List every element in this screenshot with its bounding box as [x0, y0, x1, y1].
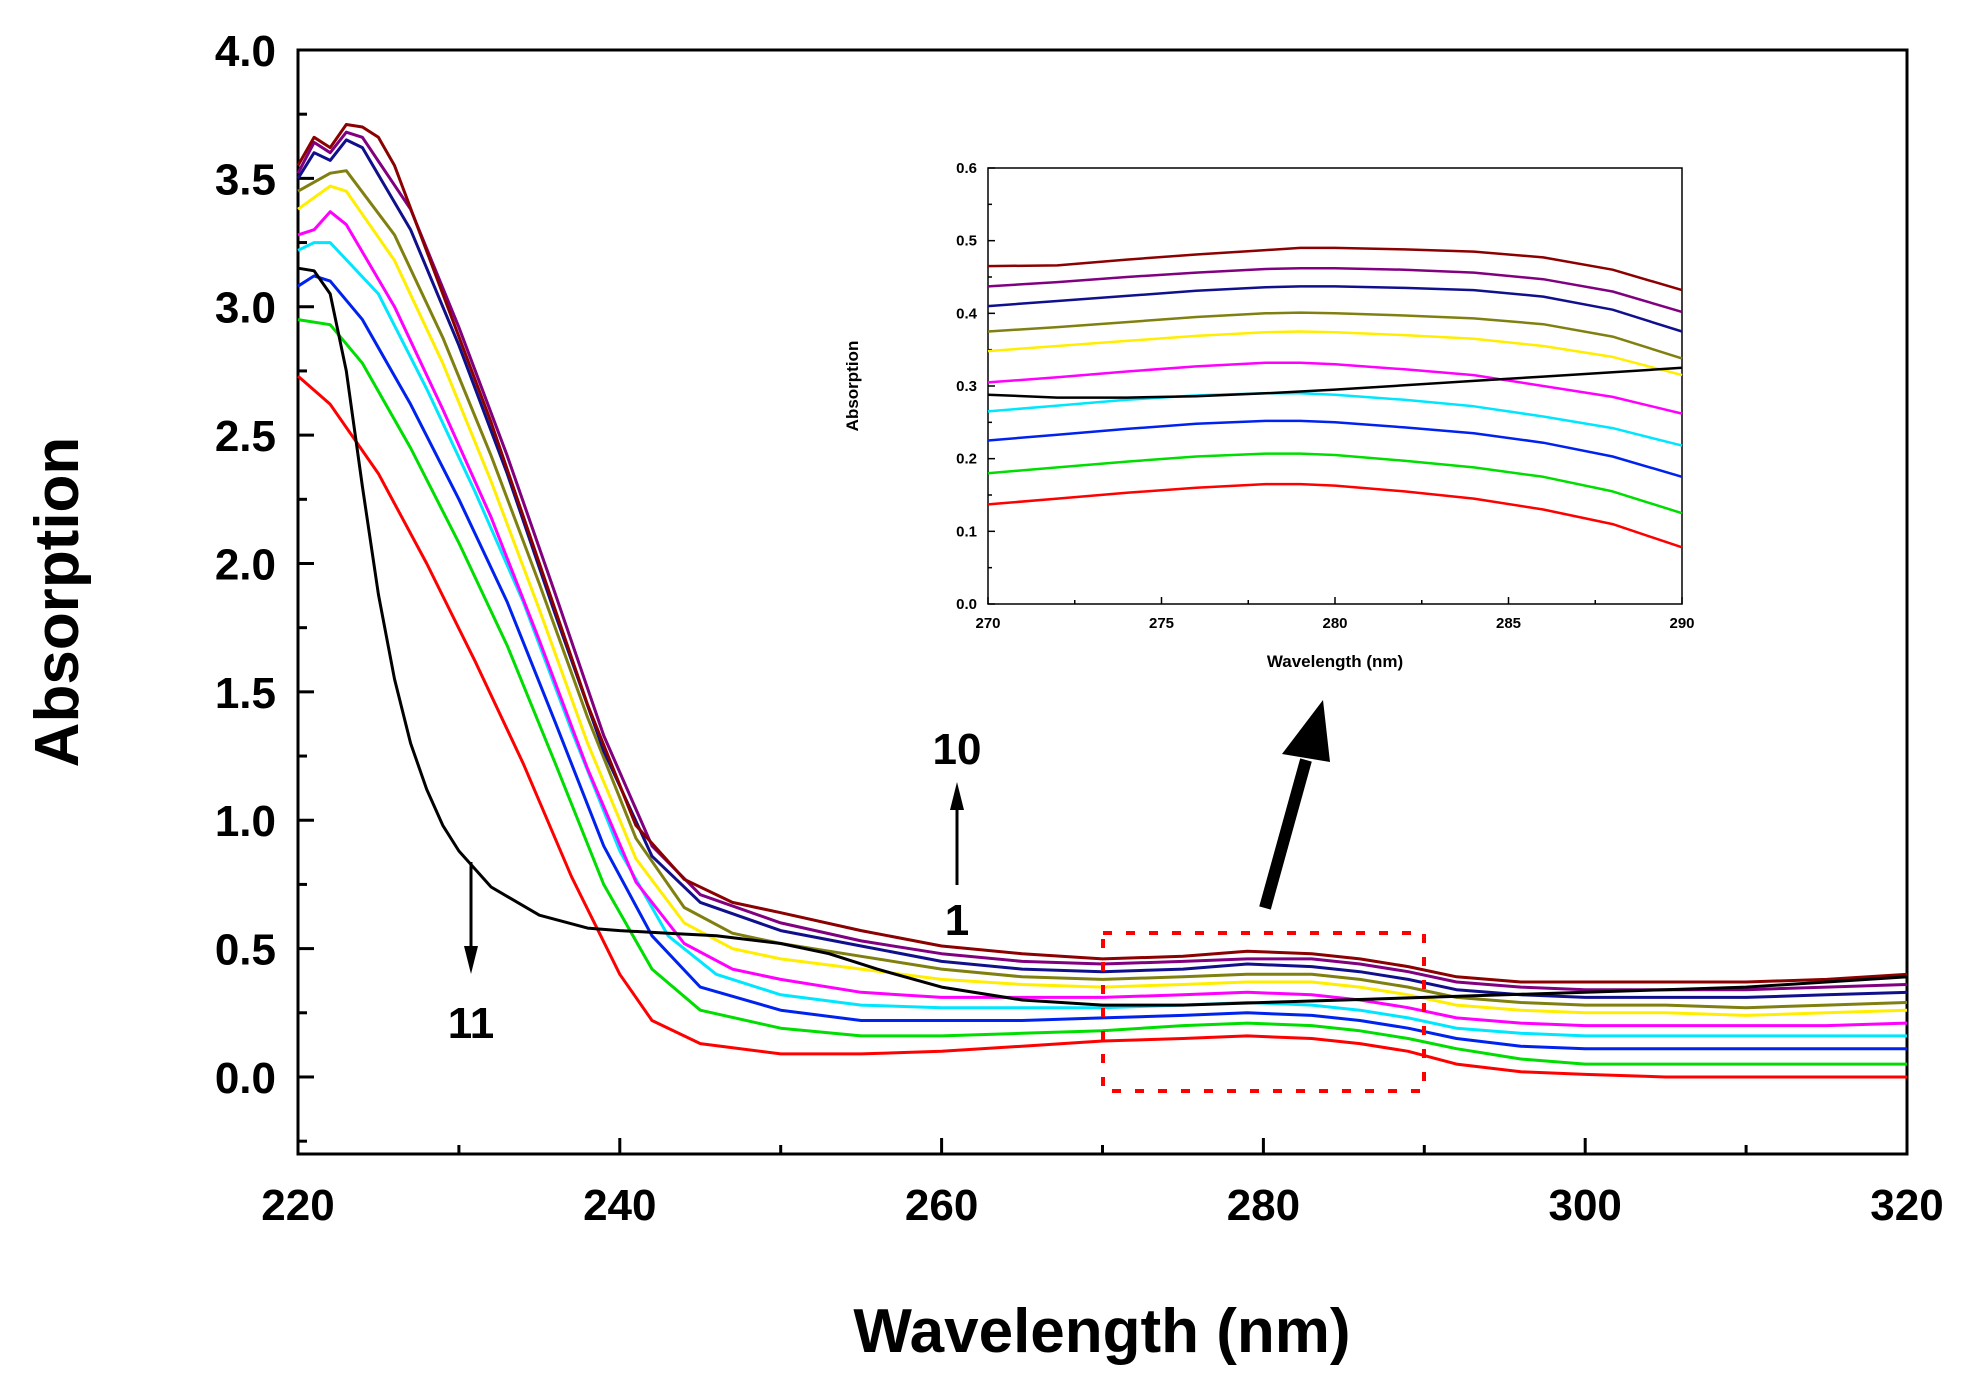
main-ytick-label: 3.5: [215, 155, 276, 204]
main-ytick-label: 0.0: [215, 1054, 276, 1103]
inset-ytick-label: 0.5: [956, 233, 977, 250]
main-ytick-label: 1.0: [215, 797, 276, 846]
inset-background: [988, 168, 1682, 604]
main-xtick-label: 240: [583, 1181, 656, 1230]
main-series-line-4: [297, 241, 1907, 1038]
inset-ytick-label: 0.6: [956, 160, 977, 177]
inset-y-tick-labels: 0.0 0.1 0.2 0.3 0.4 0.5 0.6: [956, 160, 978, 613]
inset-series-line-1: [987, 482, 1683, 549]
main-series-line-6: [297, 184, 1908, 1017]
inset-series-line-2: [987, 452, 1683, 515]
main-series-line-8: [296, 138, 1908, 999]
inset-series-line-9: [987, 267, 1683, 314]
inset-series-group: [987, 246, 1683, 549]
inset-series-line-10: [987, 246, 1683, 292]
main-ytick-label: 3.0: [215, 284, 276, 333]
main-series-line-7: [297, 169, 1908, 1010]
main-series-line-10: [296, 123, 1908, 984]
main-ytick-label: 2.0: [215, 540, 276, 589]
main-xtick-label: 220: [261, 1181, 334, 1230]
main-ytick-label: 2.5: [215, 412, 276, 461]
main-xtick-label: 320: [1870, 1181, 1943, 1230]
inset-x-axis-title: Wavelength (nm): [1267, 652, 1403, 671]
inset-xtick-label: 280: [1322, 615, 1347, 632]
inset-ytick-label: 0.2: [956, 451, 977, 468]
main-x-tick-labels: 220 240 260 280 300 320: [261, 1181, 1943, 1230]
main-series-line-2: [297, 318, 1907, 1066]
inset-series-line-6: [987, 330, 1683, 377]
inset-tick-marks: [987, 167, 1683, 605]
main-tick-marks: [296, 48, 1909, 1154]
label-curve-1: 1: [945, 896, 969, 945]
inset-series-line-7: [987, 311, 1683, 360]
main-xtick-label: 300: [1548, 1181, 1621, 1230]
main-series-line-1: [297, 374, 1907, 1079]
inset-x-tick-labels: 270 275 280 285 290: [975, 615, 1694, 632]
main-series-line-5: [297, 210, 1908, 1028]
inset-ytick-label: 0.4: [956, 305, 978, 322]
main-xtick-label: 280: [1227, 1181, 1300, 1230]
zoom-region-box: [1101, 931, 1426, 1093]
zoom-arrow-head: [1282, 700, 1330, 762]
label-curve-11: 11: [448, 999, 495, 1048]
main-x-axis-title: Wavelength (nm): [853, 1297, 1350, 1366]
inset-chart: 270 275 280 285 290 0.0 0.1 0.2 0.3 0.4 0.5 0.6 Wa…: [843, 160, 1695, 671]
inset-xtick-label: 290: [1669, 615, 1694, 632]
main-series-line-9: [296, 130, 1908, 992]
main-ytick-label: 0.5: [215, 926, 276, 975]
inset-xtick-label: 270: [975, 615, 1000, 632]
inset-xtick-label: 275: [1149, 615, 1174, 632]
zoom-arrow-shaft: [1259, 758, 1312, 910]
main-ytick-label: 1.5: [215, 669, 276, 718]
arrow-up-head: [950, 782, 964, 810]
main-series-line-3: [297, 274, 1907, 1051]
inset-ytick-label: 0.3: [956, 378, 977, 395]
inset-series-line-8: [987, 285, 1683, 333]
inset-y-axis-title: Absorption: [843, 341, 862, 432]
main-xtick-label: 260: [905, 1181, 978, 1230]
arrow-down-head: [464, 946, 478, 974]
inset-xtick-label: 285: [1496, 615, 1521, 632]
main-series-group: [296, 123, 1908, 1079]
inset-series-line-3: [987, 419, 1683, 478]
inset-series-line-11: [987, 366, 1683, 399]
inset-ytick-label: 0.1: [956, 523, 977, 540]
inset-series-line-4: [987, 392, 1683, 447]
inset-ytick-label: 0.0: [956, 596, 977, 613]
main-chart: 220 240 260 280 300 320 0.0 0.5 1.0 1.5 2.0 2.5 3.0…: [23, 27, 1944, 1366]
label-curve-10: 10: [933, 725, 982, 774]
inset-series-line-5: [987, 361, 1683, 415]
main-series-line-11: [297, 266, 1908, 1007]
main-y-axis-title: Absorption: [23, 437, 92, 768]
main-y-tick-labels: 0.0 0.5 1.0 1.5 2.0 2.5 3.0 3.5 4.0: [215, 27, 276, 1103]
main-ytick-label: 4.0: [215, 27, 276, 76]
